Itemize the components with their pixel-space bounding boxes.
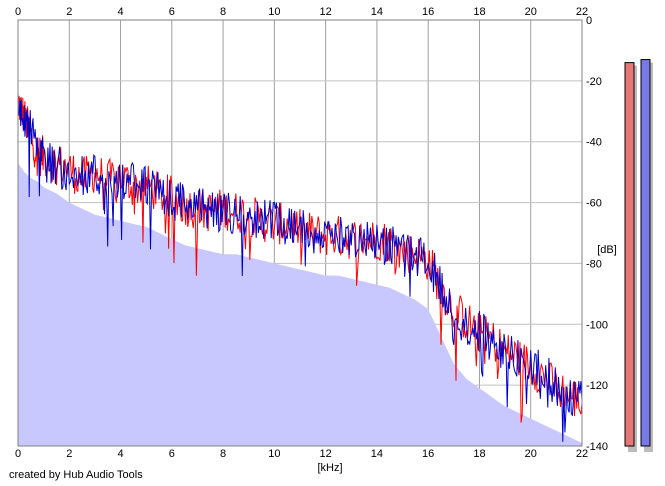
x-tick-label-bottom: 22 — [576, 448, 588, 460]
series-line-2 — [17, 92, 583, 442]
level-meters — [624, 59, 653, 453]
level-meter-1 — [624, 62, 635, 447]
x-tick-label-bottom: 6 — [169, 448, 175, 460]
x-tick-label-bottom: 10 — [268, 448, 280, 460]
x-tick-label-bottom: 14 — [371, 448, 383, 460]
spectrum-area-fill — [18, 163, 582, 446]
y-tick-label: -120 — [586, 380, 608, 392]
plot-frame — [17, 19, 583, 447]
x-tick-label-top: 12 — [320, 6, 332, 18]
x-tick-label-top: 6 — [169, 6, 175, 18]
x-tick-label-top: 0 — [15, 6, 21, 18]
series-lines — [17, 92, 583, 442]
x-tick-label-bottom: 2 — [66, 448, 72, 460]
x-tick-label-bottom: 12 — [320, 448, 332, 460]
x-tick-label-bottom: 16 — [422, 448, 434, 460]
y-tick-label: 0 — [586, 15, 592, 27]
x-axis-label: [kHz] — [317, 462, 342, 474]
y-tick-label: -100 — [586, 319, 608, 331]
y-axis-label: [dB] — [597, 244, 617, 256]
x-tick-label-bottom: 0 — [15, 448, 21, 460]
x-tick-label-bottom: 20 — [525, 448, 537, 460]
x-tick-label-top: 8 — [220, 6, 226, 18]
x-tick-label-bottom: 8 — [220, 448, 226, 460]
x-tick-label-top: 16 — [422, 6, 434, 18]
y-tick-label: -40 — [586, 137, 602, 149]
credit-text: created by Hub Audio Tools — [9, 469, 143, 481]
x-tick-label-top: 14 — [371, 6, 383, 18]
y-tick-label: -140 — [586, 441, 608, 453]
y-tick-label: -20 — [586, 76, 602, 88]
x-tick-label-top: 2 — [66, 6, 72, 18]
y-tick-label: -80 — [586, 258, 602, 270]
y-tick-label: -60 — [586, 198, 602, 210]
tick-labels: 002244668810101212141416161818202022220-… — [15, 6, 608, 460]
x-tick-label-bottom: 18 — [473, 448, 485, 460]
x-tick-label-bottom: 4 — [117, 448, 123, 460]
x-tick-label-top: 20 — [525, 6, 537, 18]
x-tick-label-top: 4 — [117, 6, 123, 18]
x-tick-label-top: 22 — [576, 6, 588, 18]
level-meter-2 — [640, 59, 651, 447]
x-tick-label-top: 10 — [268, 6, 280, 18]
x-tick-label-top: 18 — [473, 6, 485, 18]
